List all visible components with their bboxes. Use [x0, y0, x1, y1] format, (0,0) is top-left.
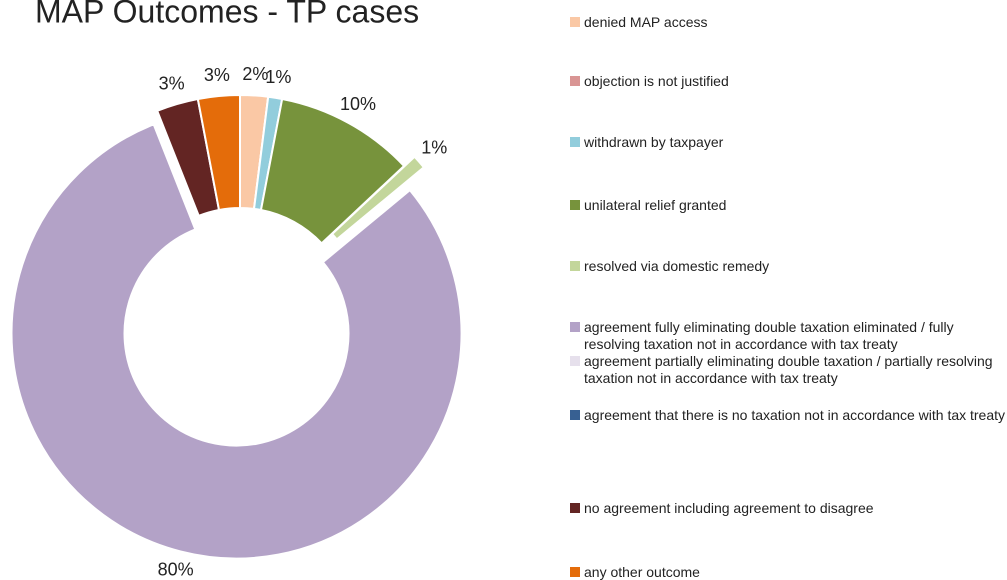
legend-label: agreement that there is no taxation not … [584, 407, 1006, 423]
legend-label: resolved via domestic remedy [584, 258, 770, 274]
legend-entry: objection is not justified [570, 73, 1007, 90]
chart-title: MAP Outcomes - TP cases [35, 0, 419, 29]
legend-entry: withdrawn by taxpayer [570, 134, 1007, 151]
legend-swatch [570, 503, 580, 513]
legend-label: withdrawn by taxpayer [584, 134, 724, 150]
legend-label: agreement fully eliminating double taxat… [584, 319, 954, 352]
legend-entry: agreement fully eliminating double taxat… [570, 319, 1007, 353]
legend-swatch [570, 137, 580, 147]
data-label: 80% [158, 560, 194, 580]
slice [330, 155, 426, 241]
legend-label: objection is not justified [584, 73, 729, 89]
legend-swatch [570, 410, 580, 420]
legend-swatch [570, 76, 580, 86]
slice [10, 123, 463, 560]
legend-entry: no agreement including agreement to disa… [570, 500, 1007, 517]
data-label: 1% [265, 67, 291, 87]
legend-swatch [570, 356, 580, 366]
legend-label: unilateral relief granted [584, 197, 727, 213]
data-label: 3% [204, 65, 230, 85]
legend-entry: unilateral relief granted [570, 197, 1007, 214]
legend-label: no agreement including agreement to disa… [584, 500, 874, 516]
data-label: 2% [242, 64, 268, 84]
legend-entry: any other outcome [570, 564, 1007, 580]
data-label: 3% [159, 73, 185, 93]
legend-label: agreement partially eliminating double t… [584, 353, 993, 386]
legend-entry: agreement that there is no taxation not … [570, 407, 1007, 424]
slice [196, 93, 241, 212]
legend-entry: resolved via domestic remedy [570, 258, 1007, 275]
legend-swatch [570, 200, 580, 210]
legend-entry: agreement partially eliminating double t… [570, 353, 1007, 387]
legend-swatch [570, 567, 580, 577]
data-label: 10% [340, 94, 376, 114]
legend-swatch [570, 17, 580, 27]
data-label: 1% [421, 137, 447, 157]
legend-entry: denied MAP access [570, 14, 1007, 31]
legend-swatch [570, 322, 580, 332]
legend-label: any other outcome [584, 564, 700, 580]
legend-label: denied MAP access [584, 14, 708, 30]
legend-swatch [570, 261, 580, 271]
